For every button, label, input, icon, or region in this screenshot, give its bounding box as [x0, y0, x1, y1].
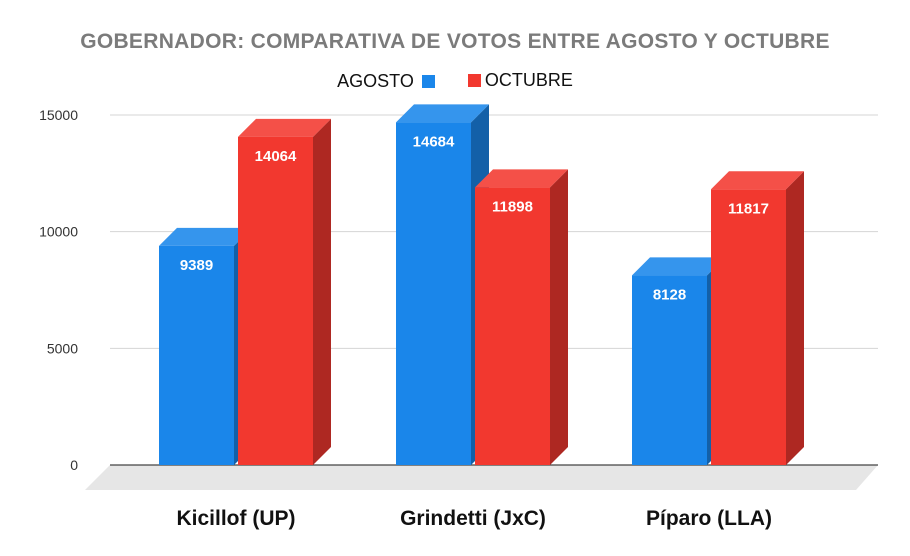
bar-front [396, 122, 471, 465]
legend-label-octubre: OCTUBRE [484, 70, 573, 90]
y-tick-label: 5000 [47, 340, 78, 356]
bar-side [786, 171, 804, 465]
bar-octubre-2 [475, 169, 568, 465]
category-label: Kicillof (UP) [177, 507, 296, 530]
legend-label-agosto: AGOSTO [337, 71, 414, 91]
legend-swatch-agosto [421, 75, 435, 88]
value-label: 14684 [413, 133, 455, 150]
chart-title: GOBERNADOR: COMPARATIVA DE VOTOS ENTRE A… [80, 30, 830, 53]
y-tick-label: 15000 [39, 107, 78, 123]
bar-front [632, 275, 707, 465]
category-label: Grindetti (JxC) [400, 507, 546, 530]
chart-floor [85, 465, 878, 490]
value-label: 9389 [180, 257, 213, 274]
bar-side [313, 118, 331, 465]
bar-front [475, 187, 550, 465]
value-label: 14064 [255, 148, 297, 165]
bar-top [159, 227, 252, 246]
bar-top [475, 169, 568, 188]
legend-swatch-octubre [467, 74, 481, 87]
legend-item-agosto: AGOSTO [337, 71, 439, 92]
bar-octubre-1 [238, 118, 331, 465]
value-label: 11898 [492, 198, 533, 215]
legend: AGOSTO OCTUBRE [0, 70, 910, 92]
bar-front [238, 136, 313, 465]
legend-item-octubre: OCTUBRE [460, 70, 573, 91]
bar-front [711, 189, 786, 465]
bar-top [711, 171, 804, 190]
bar-side [550, 169, 568, 465]
bar-front [159, 245, 234, 465]
bar-top [632, 257, 725, 276]
bar-octubre-3 [711, 171, 804, 465]
category-label: Píparo (LLA) [646, 507, 772, 530]
value-label: 8128 [653, 286, 686, 303]
bar-top [238, 118, 331, 137]
value-label: 11817 [728, 200, 769, 217]
y-tick-label: 0 [70, 457, 78, 473]
bar-top [396, 104, 489, 123]
y-tick-label: 10000 [39, 224, 78, 240]
